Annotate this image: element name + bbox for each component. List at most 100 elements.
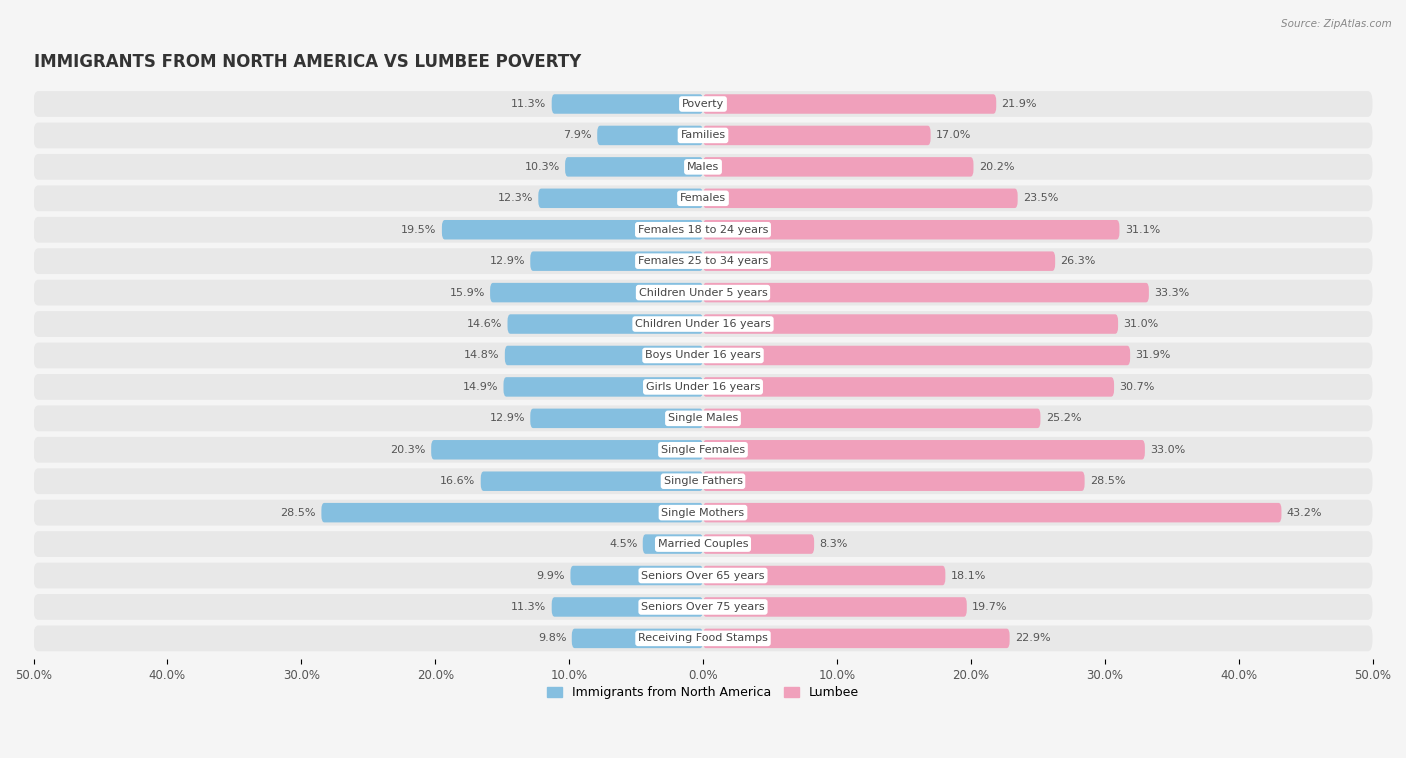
Text: 10.3%: 10.3% xyxy=(524,162,560,172)
FancyBboxPatch shape xyxy=(703,503,1281,522)
Text: 14.9%: 14.9% xyxy=(463,382,498,392)
FancyBboxPatch shape xyxy=(34,343,1372,368)
FancyBboxPatch shape xyxy=(530,409,703,428)
Text: 12.9%: 12.9% xyxy=(489,413,524,424)
Text: 19.5%: 19.5% xyxy=(401,224,436,235)
FancyBboxPatch shape xyxy=(703,534,814,554)
Text: 4.5%: 4.5% xyxy=(609,539,637,549)
Text: 22.9%: 22.9% xyxy=(1015,634,1050,644)
FancyBboxPatch shape xyxy=(34,437,1372,462)
Text: Boys Under 16 years: Boys Under 16 years xyxy=(645,350,761,361)
FancyBboxPatch shape xyxy=(551,94,703,114)
FancyBboxPatch shape xyxy=(703,628,1010,648)
FancyBboxPatch shape xyxy=(643,534,703,554)
Text: Children Under 16 years: Children Under 16 years xyxy=(636,319,770,329)
Text: Families: Families xyxy=(681,130,725,140)
Text: 21.9%: 21.9% xyxy=(1001,99,1038,109)
FancyBboxPatch shape xyxy=(703,440,1144,459)
Text: Single Mothers: Single Mothers xyxy=(661,508,745,518)
Legend: Immigrants from North America, Lumbee: Immigrants from North America, Lumbee xyxy=(543,681,863,704)
Text: 43.2%: 43.2% xyxy=(1286,508,1322,518)
FancyBboxPatch shape xyxy=(34,249,1372,274)
Text: Females 18 to 24 years: Females 18 to 24 years xyxy=(638,224,768,235)
Text: 12.3%: 12.3% xyxy=(498,193,533,203)
FancyBboxPatch shape xyxy=(703,126,931,146)
FancyBboxPatch shape xyxy=(34,123,1372,149)
Text: 17.0%: 17.0% xyxy=(936,130,972,140)
Text: Females: Females xyxy=(681,193,725,203)
Text: 15.9%: 15.9% xyxy=(450,287,485,298)
FancyBboxPatch shape xyxy=(34,154,1372,180)
FancyBboxPatch shape xyxy=(34,625,1372,651)
FancyBboxPatch shape xyxy=(703,565,945,585)
Text: 11.3%: 11.3% xyxy=(512,602,547,612)
FancyBboxPatch shape xyxy=(34,531,1372,557)
FancyBboxPatch shape xyxy=(322,503,703,522)
Text: 31.0%: 31.0% xyxy=(1123,319,1159,329)
Text: 28.5%: 28.5% xyxy=(1090,476,1125,486)
Text: 19.7%: 19.7% xyxy=(972,602,1008,612)
FancyBboxPatch shape xyxy=(703,315,1118,334)
FancyBboxPatch shape xyxy=(703,409,1040,428)
Text: 9.9%: 9.9% xyxy=(537,571,565,581)
Text: Children Under 5 years: Children Under 5 years xyxy=(638,287,768,298)
FancyBboxPatch shape xyxy=(703,189,1018,208)
Text: Receiving Food Stamps: Receiving Food Stamps xyxy=(638,634,768,644)
FancyBboxPatch shape xyxy=(491,283,703,302)
FancyBboxPatch shape xyxy=(703,220,1119,240)
Text: 16.6%: 16.6% xyxy=(440,476,475,486)
FancyBboxPatch shape xyxy=(34,217,1372,243)
Text: 12.9%: 12.9% xyxy=(489,256,524,266)
FancyBboxPatch shape xyxy=(551,597,703,617)
Text: 9.8%: 9.8% xyxy=(538,634,567,644)
Text: Source: ZipAtlas.com: Source: ZipAtlas.com xyxy=(1281,19,1392,29)
Text: 11.3%: 11.3% xyxy=(512,99,547,109)
FancyBboxPatch shape xyxy=(703,283,1149,302)
Text: 33.3%: 33.3% xyxy=(1154,287,1189,298)
FancyBboxPatch shape xyxy=(565,157,703,177)
Text: 20.2%: 20.2% xyxy=(979,162,1014,172)
Text: 31.9%: 31.9% xyxy=(1136,350,1171,361)
FancyBboxPatch shape xyxy=(481,471,703,491)
Text: 28.5%: 28.5% xyxy=(281,508,316,518)
Text: Single Fathers: Single Fathers xyxy=(664,476,742,486)
FancyBboxPatch shape xyxy=(571,565,703,585)
FancyBboxPatch shape xyxy=(508,315,703,334)
FancyBboxPatch shape xyxy=(34,562,1372,588)
FancyBboxPatch shape xyxy=(703,252,1054,271)
FancyBboxPatch shape xyxy=(703,94,997,114)
FancyBboxPatch shape xyxy=(505,346,703,365)
FancyBboxPatch shape xyxy=(703,471,1084,491)
FancyBboxPatch shape xyxy=(34,186,1372,211)
FancyBboxPatch shape xyxy=(34,500,1372,525)
FancyBboxPatch shape xyxy=(572,628,703,648)
FancyBboxPatch shape xyxy=(34,406,1372,431)
Text: 8.3%: 8.3% xyxy=(820,539,848,549)
FancyBboxPatch shape xyxy=(598,126,703,146)
Text: 23.5%: 23.5% xyxy=(1024,193,1059,203)
Text: Married Couples: Married Couples xyxy=(658,539,748,549)
Text: Single Males: Single Males xyxy=(668,413,738,424)
Text: Girls Under 16 years: Girls Under 16 years xyxy=(645,382,761,392)
FancyBboxPatch shape xyxy=(34,280,1372,305)
Text: 7.9%: 7.9% xyxy=(564,130,592,140)
Text: 14.6%: 14.6% xyxy=(467,319,502,329)
FancyBboxPatch shape xyxy=(503,377,703,396)
FancyBboxPatch shape xyxy=(432,440,703,459)
FancyBboxPatch shape xyxy=(703,597,967,617)
Text: 14.8%: 14.8% xyxy=(464,350,499,361)
Text: 33.0%: 33.0% xyxy=(1150,445,1185,455)
Text: Single Females: Single Females xyxy=(661,445,745,455)
FancyBboxPatch shape xyxy=(703,346,1130,365)
Text: Seniors Over 65 years: Seniors Over 65 years xyxy=(641,571,765,581)
FancyBboxPatch shape xyxy=(538,189,703,208)
Text: 20.3%: 20.3% xyxy=(391,445,426,455)
Text: 25.2%: 25.2% xyxy=(1046,413,1081,424)
Text: 18.1%: 18.1% xyxy=(950,571,986,581)
FancyBboxPatch shape xyxy=(441,220,703,240)
FancyBboxPatch shape xyxy=(34,594,1372,620)
Text: Seniors Over 75 years: Seniors Over 75 years xyxy=(641,602,765,612)
Text: 30.7%: 30.7% xyxy=(1119,382,1154,392)
FancyBboxPatch shape xyxy=(34,91,1372,117)
Text: Females 25 to 34 years: Females 25 to 34 years xyxy=(638,256,768,266)
